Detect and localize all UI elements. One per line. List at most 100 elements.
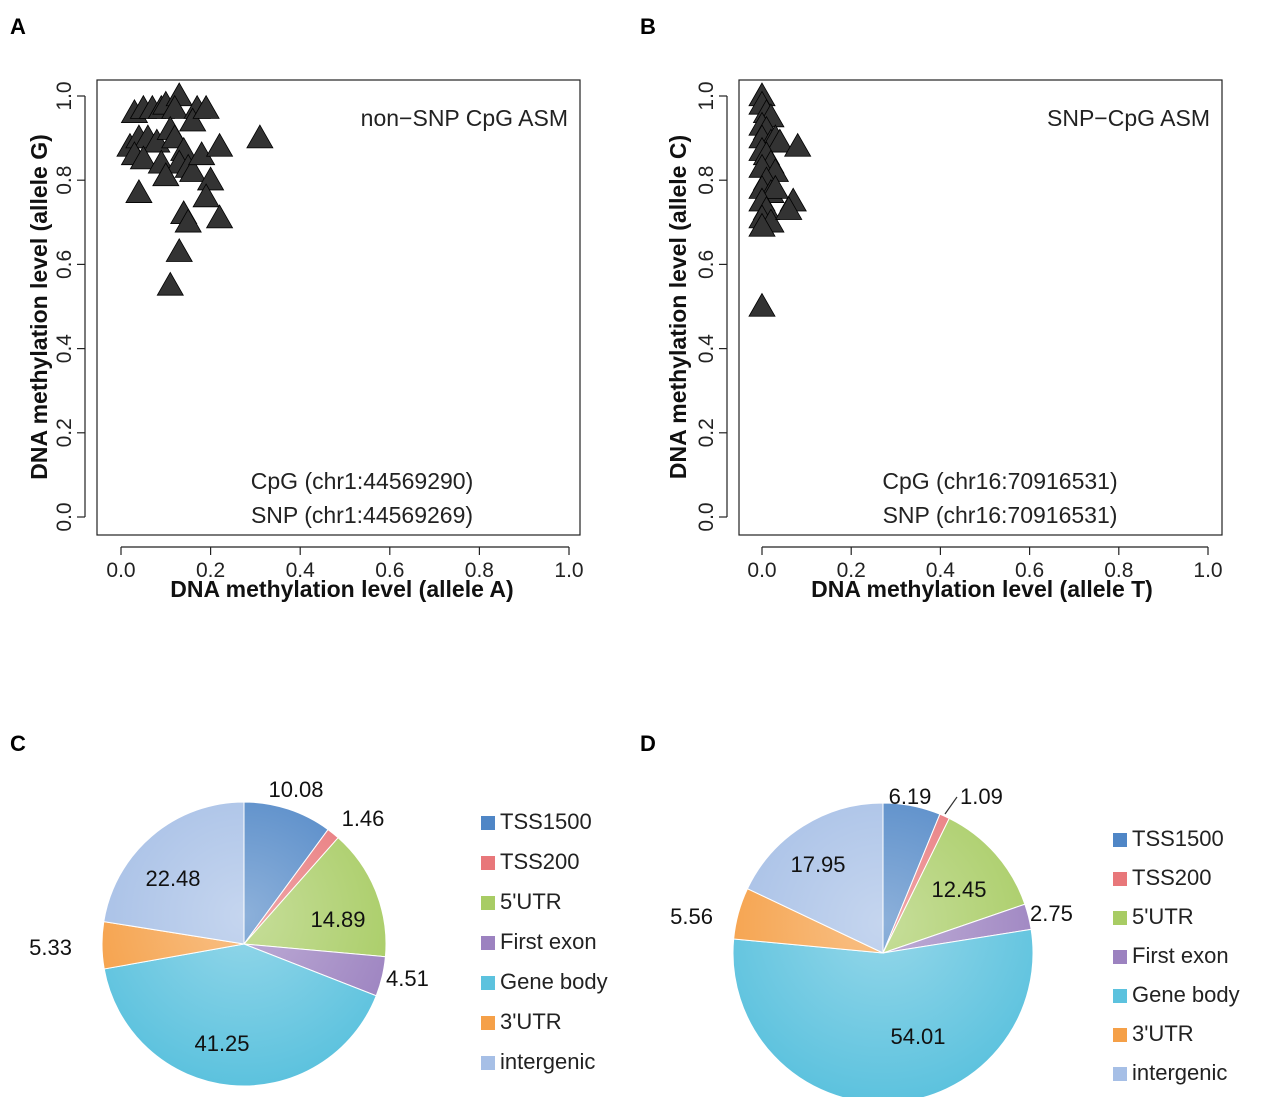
slice-value-label: 10.08 [268,777,323,802]
legend-label: intergenic [500,1049,595,1074]
data-point-triangle [775,195,803,220]
plot-annotation: non−SNP CpG ASM [361,105,568,131]
data-point-triangle [165,82,193,107]
data-point-triangle [174,208,202,233]
slice-value-label: 14.89 [310,907,365,932]
data-point-triangle [161,94,189,119]
legend-swatch [1113,911,1127,925]
data-point-triangle [165,237,193,262]
legend-label: Gene body [1132,982,1240,1007]
x-tick-label: 0.0 [747,559,776,582]
slice-value-label: 22.48 [145,866,200,891]
legend-swatch [1113,989,1127,1003]
slice-value-label: 12.45 [931,877,986,902]
y-tick-label: 0.4 [53,334,76,364]
panel-letter-a: A [10,14,26,39]
data-point-triangle [192,94,220,119]
pie-highlight [102,802,386,1086]
x-tick-label: 0.6 [1015,559,1044,582]
legend-label: Gene body [500,969,608,994]
slice-value-label: 17.95 [790,852,845,877]
legend-label: intergenic [1132,1060,1227,1085]
y-axis-title: DNA methylation level (allele C) [665,135,691,479]
y-tick-label: 0.0 [53,502,76,531]
y-tick-label: 0.6 [695,250,718,279]
data-point-triangle [156,271,184,296]
panel-b-scatter: B 0.0 0.2 0.4 0.6 0.8 1.0 0.0 0.2 0.4 0.6 0.8 1.0 DNA… [640,14,1223,602]
x-tick-label: 0.0 [106,559,135,582]
x-tick-label: 0.6 [375,559,404,582]
legend-swatch [1113,950,1127,964]
slice-value-label: 4.51 [386,966,429,991]
y-tick-label: 0.2 [695,418,718,447]
y-tick-label: 1.0 [53,81,76,110]
data-point-triangle [125,179,153,203]
legend-label: 3'UTR [1132,1021,1194,1046]
data-point-triangle [205,132,234,157]
data-point-triangle [152,162,180,187]
x-tick-label: 0.2 [196,559,225,582]
legend-label: TSS1500 [500,809,592,834]
data-point-triangle [129,145,158,170]
slice-value-label: 2.75 [1030,901,1073,926]
panel-c-pie: C 10.08 1.46 14.89 4.51 41.25 5.33 22.48 TSS1500… [10,731,608,1087]
panel-a-scatter: A 0.0 0.2 0.4 0.6 0.8 1.0 0.0 0.2 0.4 0.6 0.8 1.0 DNA… [10,14,584,602]
plot-frame [96,79,581,536]
legend-swatch [1113,1067,1127,1081]
x-tick-label: 0.8 [1104,559,1133,582]
legend-label: TSS200 [1132,865,1212,890]
slice-value-label: 5.33 [29,935,72,960]
y-tick-label: 1.0 [695,81,718,110]
legend-swatch [481,1056,495,1070]
legend-swatch [1113,872,1127,886]
legend-swatch [481,896,495,910]
x-axis-title: DNA methylation level (allele A) [170,576,513,602]
plot-frame [738,79,1223,536]
slice-value-label: 6.19 [889,784,932,809]
data-point-triangle [766,128,794,153]
data-point-triangle [748,212,776,237]
x-tick-label: 1.0 [554,559,583,582]
data-point-triangle [196,166,225,191]
y-tick-label: 0.0 [695,502,718,531]
y-tick-label: 0.8 [695,166,718,195]
legend-swatch [481,856,495,870]
plot-annotation: SNP−CpG ASM [1047,105,1210,131]
slice-value-label: 1.46 [342,806,385,831]
legend-label: 5'UTR [500,889,562,914]
y-tick-label: 0.2 [53,418,76,447]
legend-swatch [481,816,495,830]
data-point-triangle [748,292,776,317]
legend-label: First exon [1132,943,1229,968]
locus-label: SNP (chr16:70916531) [883,502,1118,528]
y-axis-title: DNA methylation level (allele G) [26,134,52,480]
locus-label: CpG (chr16:70916531) [882,468,1117,494]
legend-swatch [481,936,495,950]
x-tick-label: 0.8 [465,559,494,582]
panel-d-pie: D 6.19 1.09 12.45 2.75 54.01 5.56 17.95 TSS1500 T… [640,731,1240,1097]
slice-value-label: 1.09 [960,784,1003,809]
slice-value-label: 5.56 [670,904,713,929]
label-leader-line [944,796,958,815]
x-tick-label: 1.0 [1193,559,1222,582]
locus-label: SNP (chr1:44569269) [251,502,473,528]
legend-label: TSS200 [500,849,580,874]
x-tick-label: 0.4 [926,559,956,582]
data-point-triangle [178,157,207,182]
legend-label: TSS1500 [1132,826,1224,851]
legend-swatch [481,1016,495,1030]
data-point-triangle [192,183,220,208]
data-point-triangle [246,124,274,149]
legend-label: 5'UTR [1132,904,1194,929]
data-point-triangle [205,204,234,229]
slice-value-label: 41.25 [194,1031,249,1056]
legend-label: First exon [500,929,597,954]
x-axis-title: DNA methylation level (allele T) [811,576,1153,602]
x-tick-label: 0.4 [286,559,316,582]
x-tick-label: 0.2 [837,559,866,582]
data-point-triangle [761,174,790,199]
data-point-triangle [783,132,812,157]
legend-swatch [1113,1028,1127,1042]
y-tick-label: 0.4 [695,334,718,364]
